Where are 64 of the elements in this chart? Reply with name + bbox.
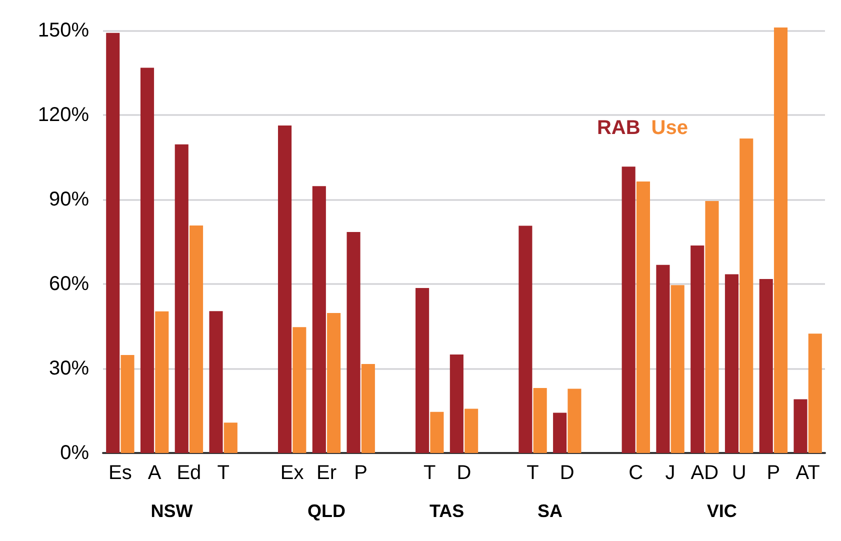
x-tick-label: U (732, 462, 746, 484)
text: QLD (307, 501, 346, 521)
bar (209, 311, 223, 453)
x-tick-label: T (526, 462, 539, 484)
x-tick-label: Es (108, 462, 132, 484)
bar (808, 334, 822, 453)
bar (140, 68, 154, 453)
bar (724, 274, 739, 453)
text: NSW (150, 501, 193, 521)
bar (759, 278, 773, 453)
bar (224, 422, 238, 453)
y-tick-label: 30% (48, 358, 90, 380)
bar (622, 166, 636, 453)
bar (464, 408, 478, 453)
bar (705, 200, 719, 453)
x-tick-label: P (354, 462, 368, 484)
bar (155, 311, 169, 453)
bar (106, 32, 120, 453)
bar (553, 412, 567, 453)
bar (361, 364, 375, 453)
x-tick-label: T (217, 462, 230, 484)
bar (430, 412, 444, 453)
x-tick-label: AT (796, 462, 820, 484)
y-tick-label: 150% (38, 20, 90, 42)
text: SA (537, 501, 562, 521)
y-tick-label: 0% (60, 442, 90, 464)
x-tick-label: D (560, 462, 574, 484)
bar (189, 225, 204, 453)
bar (292, 327, 306, 453)
bar (794, 399, 808, 453)
bar (278, 126, 292, 453)
bar (690, 245, 704, 453)
bar (670, 285, 684, 453)
bar (636, 182, 650, 453)
x-tick-label: T (424, 462, 436, 484)
y-tick-label: 60% (48, 273, 90, 296)
text: VIC (706, 501, 737, 521)
bar (518, 226, 532, 453)
x-tick-label: C (628, 462, 644, 484)
bar (346, 232, 360, 453)
x-tick-label: P (766, 462, 780, 484)
x-tick-label: Ex (280, 462, 304, 484)
x-tick-label: Er (316, 462, 337, 484)
text: TAS (429, 501, 464, 521)
x-tick-label: D (456, 462, 472, 484)
y-tick-label: 90% (48, 188, 90, 211)
bar (120, 355, 134, 453)
bar (416, 288, 430, 453)
bar (533, 388, 547, 453)
bar (327, 313, 341, 453)
bar (656, 264, 670, 453)
bar (740, 138, 754, 453)
x-tick-label: AD (690, 462, 719, 484)
bar (568, 388, 582, 453)
x-tick-label: Ed (176, 462, 202, 484)
bar (312, 186, 326, 453)
x-tick-label: J (665, 462, 676, 484)
y-tick-label: 120% (38, 104, 90, 126)
bar (450, 354, 464, 453)
bar (174, 144, 188, 453)
series-label: RAB (596, 117, 640, 139)
bar (774, 28, 788, 453)
x-tick-label: A (148, 462, 162, 484)
text: Use (651, 117, 688, 139)
